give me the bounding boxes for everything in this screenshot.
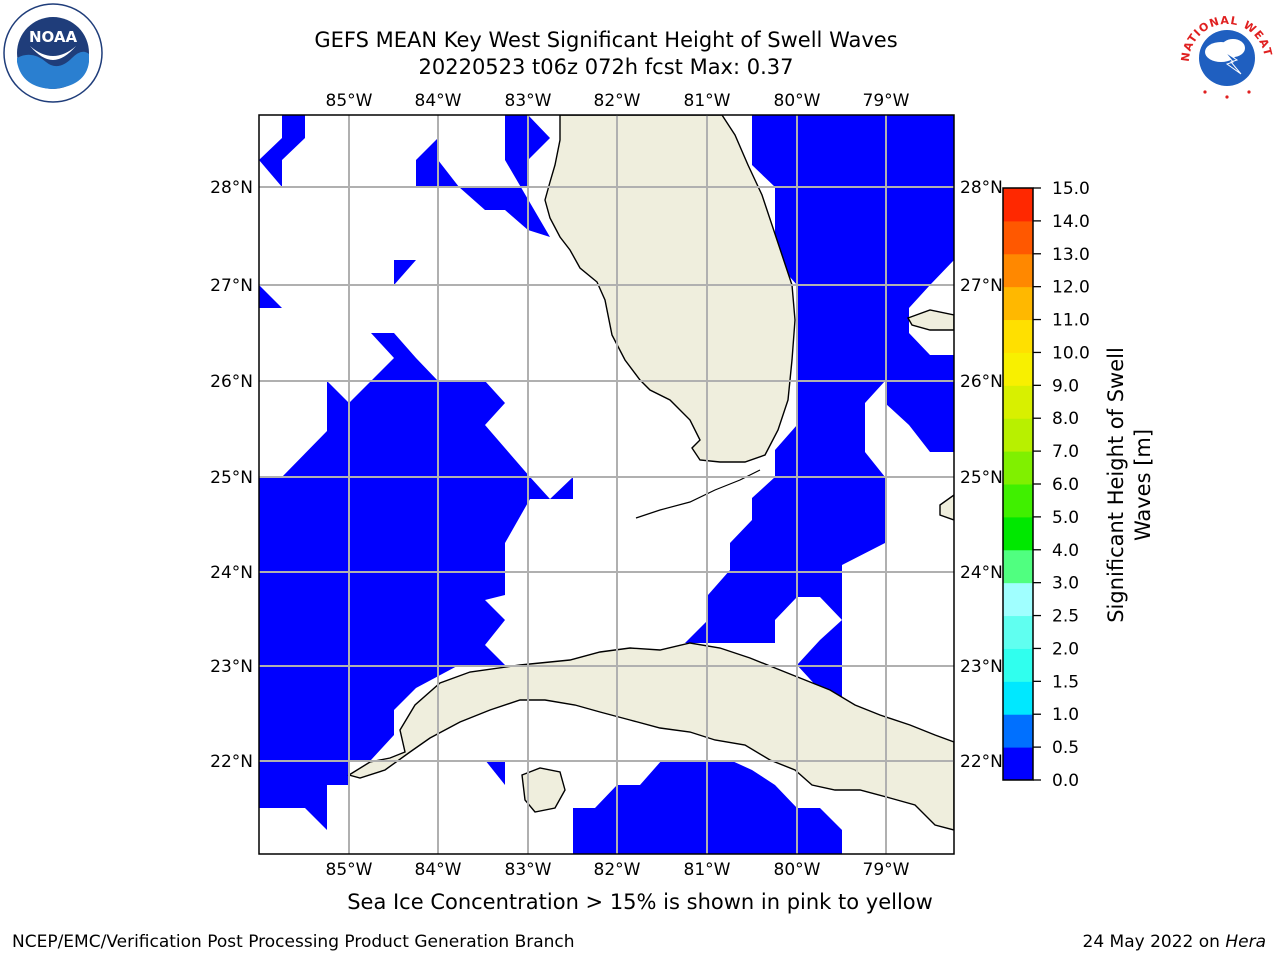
lat-label-right: 26°N <box>960 372 1003 392</box>
colorbar-tick-label: 0.0 <box>1052 771 1079 791</box>
lat-label-right: 22°N <box>960 752 1003 772</box>
colorbar-segment <box>1003 385 1033 419</box>
lon-label-bottom: 82°W <box>594 860 641 880</box>
colorbar-segment <box>1003 714 1033 748</box>
longitude-labels-top: 85°W 84°W 83°W 82°W 81°W 80°W 79°W <box>326 91 910 111</box>
land-bahamas-east <box>939 494 954 521</box>
lon-label-bottom: 81°W <box>684 860 731 880</box>
colorbar-segment <box>1003 747 1033 781</box>
colorbar-segment <box>1003 352 1033 386</box>
lon-label-top: 82°W <box>594 91 641 111</box>
lon-label-bottom: 80°W <box>774 860 821 880</box>
colorbar-segment <box>1003 220 1033 255</box>
footer-date-text: 24 May 2022 on <box>1082 932 1226 952</box>
colorbar-tick-label: 15.0 <box>1052 179 1090 199</box>
colorbar-segment <box>1003 582 1033 617</box>
swell-region-nw-2 <box>259 285 282 308</box>
colorbar-tick-label: 0.5 <box>1052 738 1079 758</box>
footer-credit: NCEP/EMC/Verification Post Processing Pr… <box>12 932 575 952</box>
colorbar-tick-label: 6.0 <box>1052 475 1079 495</box>
colorbar-segment <box>1003 648 1033 682</box>
swell-region-bahamas <box>797 620 842 700</box>
colorbar-tick-label: 2.5 <box>1052 607 1079 627</box>
colorbar-segment <box>1003 188 1033 222</box>
lat-label-right: 24°N <box>960 563 1003 583</box>
colorbar-tick-label: 12.0 <box>1052 278 1090 298</box>
colorbar-label: Significant Height of Swell <box>1104 347 1128 623</box>
lat-label-right: 28°N <box>960 178 1003 198</box>
colorbar-tick-label: 9.0 <box>1052 376 1079 396</box>
lon-label-bottom: 83°W <box>505 860 552 880</box>
colorbar-tick-label: 13.0 <box>1052 245 1090 265</box>
colorbar-segment <box>1003 319 1033 353</box>
longitude-labels-bottom: 85°W 84°W 83°W 82°W 81°W 80°W 79°W <box>326 860 910 880</box>
noaa-logo: NOAA <box>3 3 103 103</box>
lat-label-right: 25°N <box>960 468 1003 488</box>
colorbar-ticks: 0.0 0.5 1.0 1.5 2.0 2.5 3.0 4.0 5.0 6.0 7.0 8.0 9.0 1… <box>1033 179 1090 791</box>
lon-label-bottom: 85°W <box>326 860 373 880</box>
colorbar-segment <box>1003 681 1033 715</box>
colorbar-segment <box>1003 451 1033 485</box>
colorbar-tick-label: 11.0 <box>1052 311 1090 331</box>
lat-label-left: 26°N <box>210 372 253 392</box>
lat-label-right: 27°N <box>960 276 1003 296</box>
colorbar-segment <box>1003 549 1033 584</box>
lat-label-right: 23°N <box>960 657 1003 677</box>
lon-label-top: 80°W <box>774 91 821 111</box>
sea-ice-note: Sea Ice Concentration > 15% is shown in … <box>347 890 933 914</box>
swell-region-nw-1 <box>259 115 305 187</box>
swell-region-sw-patch <box>485 760 505 785</box>
colorbar-tick-label: 10.0 <box>1052 343 1090 363</box>
lat-label-left: 24°N <box>210 563 253 583</box>
lon-label-top: 79°W <box>863 91 910 111</box>
swell-region-n-2 <box>394 260 416 285</box>
colorbar-tick-label: 4.0 <box>1052 541 1079 561</box>
lat-label-left: 27°N <box>210 276 253 296</box>
swell-region-west-gulf <box>259 333 573 830</box>
lat-label-left: 23°N <box>210 657 253 677</box>
nws-logo: NATIONAL WEATHER SERVICE <box>1175 2 1275 102</box>
footer-date: 24 May 2022 on Hera <box>1083 932 1267 952</box>
latitude-labels-left: 28°N 27°N 26°N 25°N 24°N 23°N 22°N <box>210 178 253 772</box>
lon-label-top: 85°W <box>326 91 373 111</box>
lon-label-top: 84°W <box>415 91 462 111</box>
colorbar-segment <box>1003 286 1033 321</box>
noaa-logo-text: NOAA <box>29 28 78 46</box>
lat-label-left: 28°N <box>210 178 253 198</box>
colorbar-segment <box>1003 253 1033 288</box>
colorbar-tick-label: 2.0 <box>1052 639 1079 659</box>
land-bahamas-north <box>906 309 954 331</box>
colorbar <box>1003 188 1033 781</box>
footer-host: Hera <box>1225 932 1266 952</box>
chart-title: GEFS MEAN Key West Significant Height of… <box>314 28 898 52</box>
map-frame <box>258 114 955 855</box>
colorbar-tick-label: 5.0 <box>1052 508 1079 528</box>
colorbar-segment <box>1003 615 1033 649</box>
lon-label-top: 81°W <box>684 91 731 111</box>
lat-label-left: 25°N <box>210 468 253 488</box>
land-florida <box>544 115 796 463</box>
lon-label-top: 83°W <box>505 91 552 111</box>
colorbar-tick-label: 1.0 <box>1052 705 1079 725</box>
land-isla-juventud <box>521 767 566 813</box>
colorbar-segment <box>1003 516 1033 551</box>
colorbar-tick-label: 1.5 <box>1052 672 1079 692</box>
lon-label-bottom: 79°W <box>863 860 910 880</box>
lon-label-bottom: 84°W <box>415 860 462 880</box>
land-florida-keys <box>635 469 761 519</box>
colorbar-segment <box>1003 484 1033 518</box>
colorbar-tick-label: 8.0 <box>1052 409 1079 429</box>
lat-label-left: 22°N <box>210 752 253 772</box>
colorbar-tick-label: 14.0 <box>1052 212 1090 232</box>
colorbar-tick-label: 3.0 <box>1052 574 1079 594</box>
colorbar-label-unit: Waves [m] <box>1131 429 1155 541</box>
gridlines <box>259 115 954 854</box>
chart-subtitle: 20220523 t06z 072h fcst Max: 0.37 <box>418 55 794 79</box>
colorbar-tick-label: 7.0 <box>1052 442 1079 462</box>
colorbar-segment <box>1003 418 1033 452</box>
latitude-labels-right: 28°N 27°N 26°N 25°N 24°N 23°N 22°N <box>960 178 1003 772</box>
